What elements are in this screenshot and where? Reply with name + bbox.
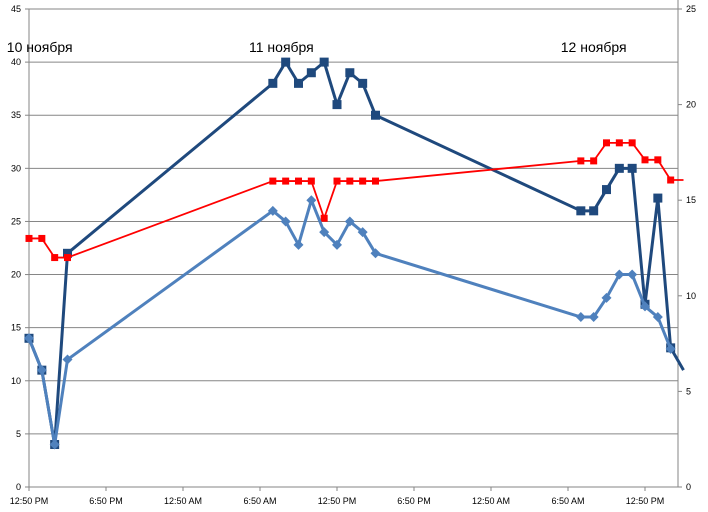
y2-tick-label: 0 bbox=[686, 482, 691, 492]
data-point bbox=[36, 365, 47, 376]
y2-tick-label: 5 bbox=[686, 386, 691, 396]
annotations: 10 ноября 11 ноября 12 ноября bbox=[7, 39, 627, 55]
y-tick-label: 15 bbox=[11, 323, 21, 333]
data-point bbox=[306, 68, 316, 78]
data-point bbox=[346, 177, 354, 185]
data-point bbox=[601, 292, 612, 303]
data-point bbox=[667, 176, 675, 184]
data-point bbox=[49, 439, 60, 450]
data-point bbox=[653, 193, 663, 203]
data-point bbox=[294, 78, 303, 88]
data-point bbox=[344, 216, 355, 227]
data-point bbox=[268, 78, 278, 88]
data-point bbox=[306, 195, 317, 206]
data-point bbox=[628, 139, 636, 147]
y-tick-label: 35 bbox=[11, 110, 21, 120]
x-tick-label: 12:50 PM bbox=[318, 496, 357, 506]
y2-tick-label: 10 bbox=[686, 291, 696, 301]
data-point bbox=[357, 227, 368, 238]
data-point bbox=[627, 269, 638, 280]
data-point bbox=[602, 185, 611, 195]
data-point bbox=[24, 333, 34, 344]
tick-labels: 0 5 10 15 20 25 30 35 40 45 0 5 10 15 20 25 12:50 PM 6:50… bbox=[10, 4, 696, 506]
data-point bbox=[641, 156, 649, 164]
data-point bbox=[577, 157, 585, 165]
data-point bbox=[654, 156, 662, 164]
data-point bbox=[319, 57, 329, 67]
x-tick-label: 6:50 PM bbox=[89, 496, 123, 506]
data-point bbox=[590, 157, 598, 165]
data-point bbox=[38, 234, 46, 242]
y-tick-label: 40 bbox=[11, 57, 21, 67]
data-point bbox=[358, 78, 368, 88]
data-point bbox=[293, 239, 304, 250]
data-point bbox=[62, 354, 73, 365]
data-point bbox=[589, 206, 599, 216]
x-tick-label: 12:50 PM bbox=[10, 496, 49, 506]
x-tick-label: 12:50 AM bbox=[164, 496, 202, 506]
data-point bbox=[371, 110, 380, 120]
y2-tick-label: 20 bbox=[686, 100, 696, 110]
data-point bbox=[627, 163, 637, 173]
y-tick-label: 30 bbox=[11, 163, 21, 173]
data-point bbox=[25, 234, 33, 242]
data-point bbox=[640, 301, 650, 312]
y2-tick-label: 15 bbox=[686, 195, 696, 205]
data-point bbox=[280, 216, 291, 227]
y-tick-label: 5 bbox=[16, 429, 21, 439]
series-0 bbox=[24, 57, 685, 450]
data-point bbox=[614, 269, 625, 280]
data-point bbox=[63, 248, 72, 258]
data-point bbox=[282, 177, 290, 185]
data-point bbox=[588, 312, 599, 323]
series-group bbox=[24, 57, 685, 450]
data-point bbox=[267, 205, 278, 216]
y-tick-label: 0 bbox=[16, 482, 21, 492]
y2-tick-label: 25 bbox=[686, 4, 696, 14]
data-point bbox=[332, 239, 342, 250]
y-tick-label: 10 bbox=[11, 376, 21, 386]
x-tick-label: 12:50 PM bbox=[626, 496, 665, 506]
data-point bbox=[319, 227, 330, 238]
axes bbox=[25, 0, 682, 491]
x-tick-label: 6:50 AM bbox=[243, 496, 276, 506]
series-1 bbox=[25, 139, 684, 262]
data-point bbox=[615, 139, 623, 147]
data-point bbox=[614, 163, 624, 173]
data-point bbox=[320, 214, 328, 222]
data-point bbox=[333, 177, 341, 185]
data-point bbox=[372, 177, 379, 185]
date-annotation: 12 ноября bbox=[561, 39, 627, 55]
series-2 bbox=[24, 195, 676, 450]
date-annotation: 11 ноября bbox=[249, 39, 314, 55]
data-point bbox=[576, 206, 586, 216]
y-tick-label: 45 bbox=[11, 4, 21, 14]
y-tick-label: 20 bbox=[11, 270, 21, 280]
data-point bbox=[359, 177, 367, 185]
series-line bbox=[27, 60, 685, 447]
y-tick-label: 25 bbox=[11, 216, 21, 226]
data-point bbox=[370, 248, 381, 259]
data-point bbox=[652, 312, 663, 323]
data-point bbox=[345, 68, 355, 78]
series-line bbox=[29, 141, 684, 259]
data-point bbox=[665, 343, 676, 354]
data-point bbox=[575, 312, 586, 323]
data-point bbox=[269, 177, 277, 185]
data-point bbox=[603, 139, 610, 147]
data-point bbox=[332, 100, 342, 110]
x-tick-label: 6:50 PM bbox=[397, 496, 431, 506]
data-point bbox=[281, 57, 291, 67]
data-point bbox=[307, 177, 315, 185]
data-point bbox=[64, 254, 71, 262]
data-point bbox=[295, 177, 302, 185]
x-tick-label: 6:50 AM bbox=[551, 496, 584, 506]
x-tick-label: 12:50 AM bbox=[472, 496, 510, 506]
data-point bbox=[51, 254, 59, 262]
date-annotation: 10 ноября bbox=[7, 39, 73, 55]
